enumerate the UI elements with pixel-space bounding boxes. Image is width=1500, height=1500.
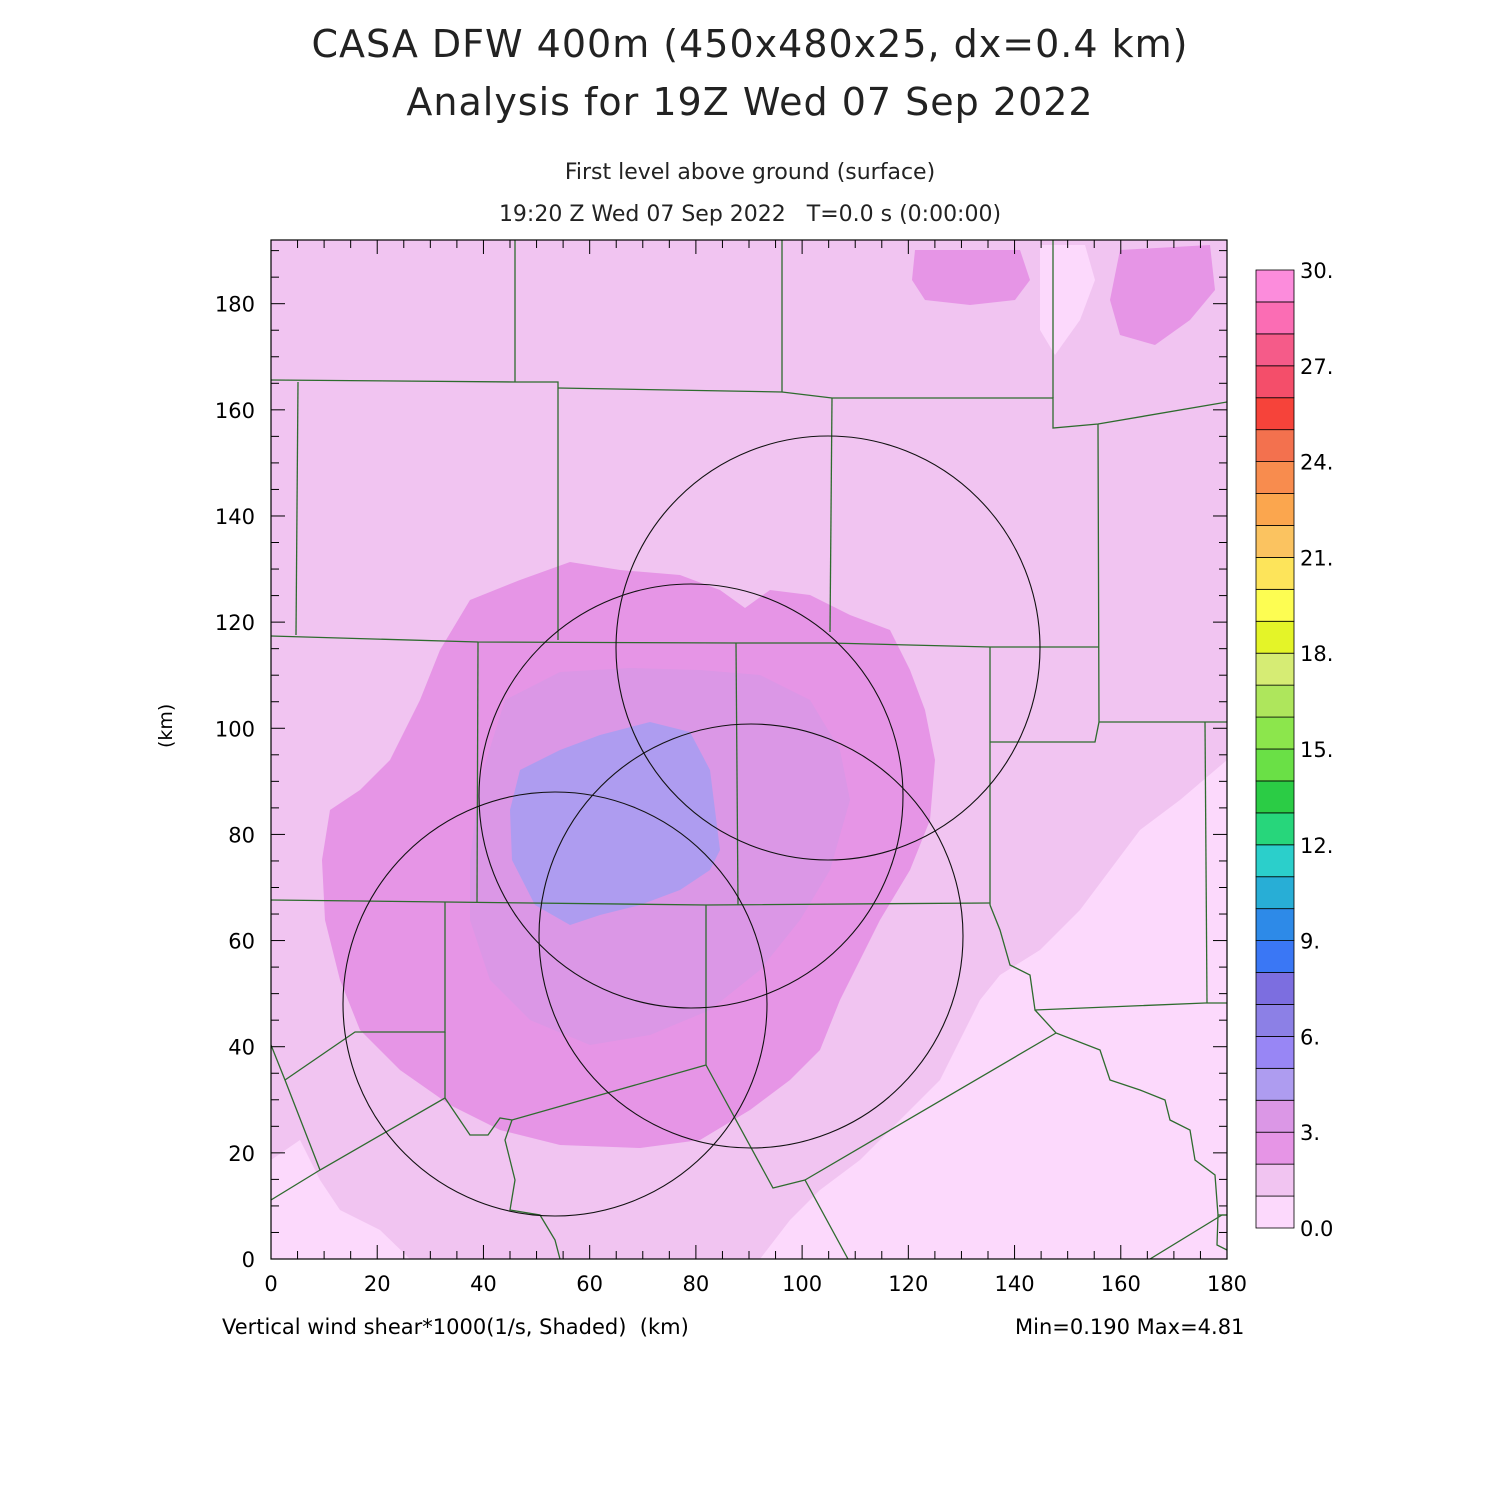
radar-ring-2 bbox=[478, 583, 904, 1009]
colorbar-labels: 0.0 3. 6. 9. 12. 15. 18. 21. 24. 27. 30. bbox=[1300, 259, 1333, 1241]
colorbar-label: 21. bbox=[1300, 546, 1333, 570]
x-tick-label: 80 bbox=[683, 1272, 710, 1296]
y-tick-label: 120 bbox=[215, 611, 255, 635]
radar-rings bbox=[342, 435, 1041, 1217]
x-tick-label: 160 bbox=[1101, 1272, 1141, 1296]
colorbar-swatch bbox=[1255, 1067, 1295, 1101]
colorbar-swatch bbox=[1255, 652, 1295, 686]
county-boundaries bbox=[271, 240, 1227, 1259]
colorbar-label: 27. bbox=[1300, 355, 1333, 379]
colorbar-swatch bbox=[1255, 812, 1295, 846]
x-tick-label: 100 bbox=[782, 1272, 822, 1296]
colorbar-label: 9. bbox=[1300, 930, 1320, 954]
variable-label: Vertical wind shear*1000(1/s, Shaded) (k… bbox=[222, 1315, 689, 1339]
colorbar-swatch bbox=[1255, 684, 1295, 718]
colorbar-swatch bbox=[1255, 461, 1295, 494]
colorbar-swatch bbox=[1255, 972, 1295, 1005]
y-tick-label: 0 bbox=[242, 1248, 255, 1272]
radar-ring-1 bbox=[615, 435, 1041, 861]
colorbar-swatch bbox=[1255, 269, 1295, 303]
colorbar bbox=[1255, 269, 1295, 1229]
colorbar-label: 0.0 bbox=[1300, 1217, 1333, 1241]
radar-ring-4 bbox=[342, 791, 768, 1217]
colorbar-swatch bbox=[1255, 301, 1295, 335]
colorbar-swatch bbox=[1255, 333, 1295, 367]
colorbar-label: 18. bbox=[1300, 642, 1333, 666]
x-tick-label: 120 bbox=[888, 1272, 928, 1296]
colorbar-swatch bbox=[1255, 876, 1295, 910]
colorbar-label: 3. bbox=[1300, 1121, 1320, 1145]
colorbar-swatch bbox=[1255, 397, 1295, 431]
colorbar-swatch bbox=[1255, 1036, 1295, 1069]
radar-ring-3 bbox=[538, 723, 964, 1149]
field-low-southeast bbox=[760, 760, 1227, 1259]
colorbar-swatch bbox=[1255, 908, 1295, 942]
colorbar-swatch bbox=[1255, 1163, 1295, 1197]
y-tick-label: 60 bbox=[228, 930, 255, 954]
colorbar-swatch bbox=[1255, 748, 1295, 782]
x-tick-label: 180 bbox=[1207, 1272, 1247, 1296]
colorbar-label: 6. bbox=[1300, 1025, 1320, 1049]
time-subtitle: 19:20 Z Wed 07 Sep 2022 T=0.0 s (0:00:00… bbox=[498, 202, 1002, 227]
x-tick-label: 140 bbox=[995, 1272, 1035, 1296]
field-max-core bbox=[510, 722, 720, 925]
x-tick-label: 0 bbox=[264, 1272, 277, 1296]
y-tick-label: 140 bbox=[215, 505, 255, 529]
main-title: CASA DFW 400m (450x480x25, dx=0.4 km) bbox=[311, 22, 1189, 66]
axis-ticks bbox=[270, 240, 1228, 1260]
colorbar-swatch bbox=[1255, 940, 1295, 973]
y-tick-label: 160 bbox=[215, 399, 255, 423]
field-low-north bbox=[1040, 245, 1095, 355]
colorbar-label: 24. bbox=[1300, 451, 1333, 475]
y-axis-labels: 0 20 40 60 80 100 120 140 160 180 bbox=[215, 293, 255, 1272]
y-tick-label: 40 bbox=[228, 1036, 255, 1060]
field-low-southwest bbox=[271, 1140, 410, 1259]
colorbar-swatch bbox=[1255, 1131, 1295, 1165]
colorbar-swatch bbox=[1255, 780, 1295, 814]
colorbar-label: 12. bbox=[1300, 834, 1333, 858]
shear-field bbox=[271, 240, 1227, 1259]
colorbar-swatch bbox=[1255, 1195, 1295, 1229]
y-tick-label: 180 bbox=[215, 293, 255, 317]
colorbar-swatch bbox=[1255, 365, 1295, 399]
colorbar-swatch bbox=[1255, 588, 1295, 622]
field-patch-north-1 bbox=[912, 250, 1030, 305]
y-tick-label: 100 bbox=[215, 717, 255, 741]
colorbar-label: 30. bbox=[1300, 259, 1333, 283]
x-tick-label: 20 bbox=[364, 1272, 391, 1296]
x-axis-labels: 0 20 40 60 80 100 120 140 160 180 bbox=[264, 1272, 1247, 1296]
colorbar-swatch bbox=[1255, 525, 1295, 558]
y-tick-label: 80 bbox=[228, 823, 255, 847]
field-patch-north-2 bbox=[1110, 245, 1215, 345]
x-tick-label: 40 bbox=[470, 1272, 497, 1296]
level-subtitle: First level above ground (surface) bbox=[564, 160, 936, 185]
colorbar-swatch bbox=[1255, 1004, 1295, 1037]
min-max-label: Min=0.190 Max=4.81 bbox=[1015, 1315, 1245, 1339]
colorbar-swatch bbox=[1255, 844, 1295, 878]
colorbar-label: 15. bbox=[1300, 738, 1333, 762]
colorbar-swatch bbox=[1255, 1099, 1295, 1133]
colorbar-swatch bbox=[1255, 557, 1295, 590]
colorbar-swatch bbox=[1255, 716, 1295, 750]
x-tick-label: 60 bbox=[576, 1272, 603, 1296]
y-tick-label: 20 bbox=[228, 1142, 255, 1166]
colorbar-swatch bbox=[1255, 429, 1295, 462]
y-axis-unit-label: (km) bbox=[155, 703, 177, 748]
analysis-title: Analysis for 19Z Wed 07 Sep 2022 bbox=[406, 80, 1094, 124]
colorbar-swatch bbox=[1255, 620, 1295, 654]
colorbar-swatch bbox=[1255, 493, 1295, 526]
